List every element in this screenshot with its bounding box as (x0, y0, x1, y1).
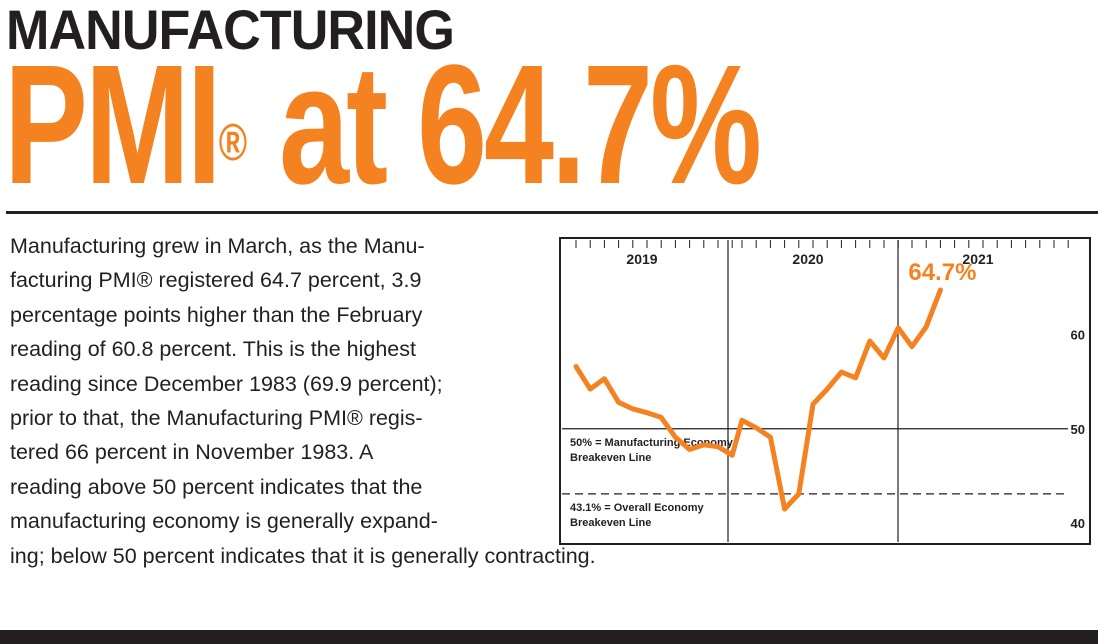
y-tick-label: 50 (1071, 422, 1085, 437)
headline-value: at 64.7% (247, 30, 762, 220)
reference-line-label: Breakeven Line (570, 517, 651, 529)
body-line: facturing PMI® registered 64.7 percent, … (10, 268, 422, 293)
year-label: 2020 (792, 251, 823, 267)
reference-line-label: Breakeven Line (570, 452, 651, 464)
body-line: reading since December 1983 (69.9 percen… (10, 371, 443, 396)
year-label: 2021 (962, 251, 993, 267)
bottom-rule (0, 630, 1098, 644)
body-line: percentage points higher than the Februa… (10, 302, 423, 327)
headline-pmi-value: PMI® at 64.7% (4, 40, 762, 210)
body-line: prior to that, the Manufacturing PMI® re… (10, 406, 423, 431)
body-line: manufacturing economy is generally expan… (10, 509, 438, 534)
body-line: tered 66 percent in November 1983. A (10, 440, 374, 465)
y-tick-label: 40 (1071, 516, 1085, 531)
top-rule (6, 211, 1098, 214)
pmi-chart: 2019 2020 2021 40 50 60 50% = Manufacturing Ec… (558, 236, 1098, 548)
body-line: reading above 50 percent indicates that … (10, 474, 423, 499)
headline-pmi: PMI (4, 30, 222, 220)
y-tick-label: 60 (1071, 327, 1085, 342)
body-line: reading of 60.8 percent. This is the hig… (10, 337, 416, 362)
pmi-chart-svg: 2019 2020 2021 40 50 60 50% = Manufacturing Ec… (559, 237, 1091, 545)
reference-line-label: 43.1% = Overall Economy (570, 502, 704, 514)
reference-line-label: 50% = Manufacturing Economy (570, 437, 734, 449)
body-paragraph: Manufacturing grew in March, as the Manu… (10, 229, 596, 573)
year-label: 2019 (626, 251, 657, 267)
headline-manufacturing: MANUFACTURING (6, 0, 455, 61)
pmi-callout-label: 64.7% (908, 259, 976, 286)
body-line: Manufacturing grew in March, as the Manu… (10, 234, 425, 258)
registered-mark: ® (218, 114, 248, 172)
body-line: ing; below 50 percent indicates that it … (10, 543, 596, 568)
